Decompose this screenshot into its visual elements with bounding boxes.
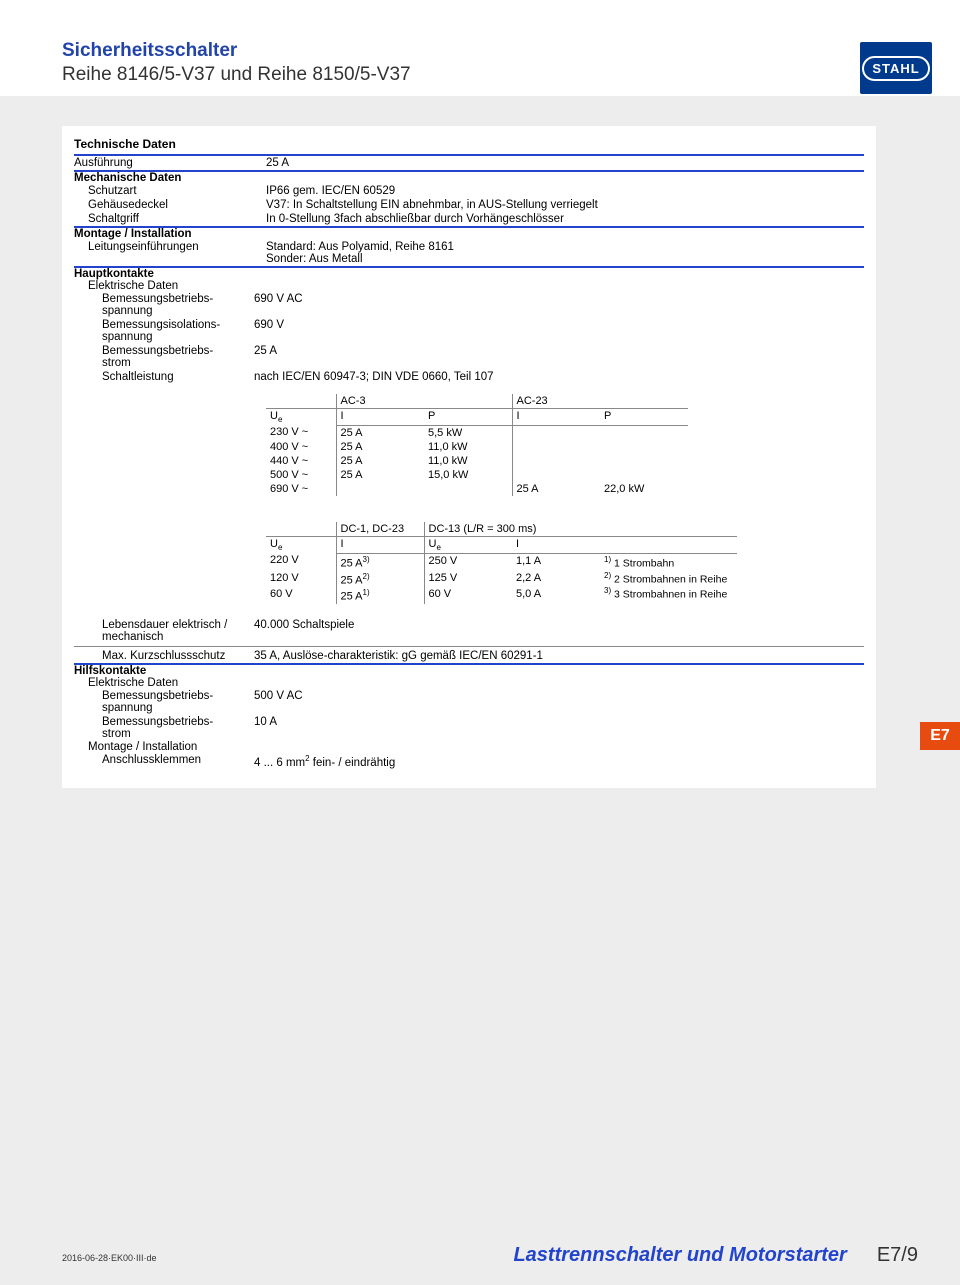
header: Sicherheitsschalter Reihe 8146/5-V37 und… — [0, 0, 960, 96]
label-gehaeusedeckel: Gehäusedeckel — [74, 199, 266, 211]
section-technische-daten: Technische Daten — [74, 134, 864, 154]
label-leitungseinfuehrungen: Leitungseinführungen — [74, 241, 266, 265]
dc-col-ue2: Ue — [424, 536, 512, 553]
value-bemess-strom: 25 A — [254, 345, 864, 369]
table-row: 500 V ~25 A15,0 kW — [266, 468, 688, 482]
table-row: 400 V ~25 A11,0 kW — [266, 440, 688, 454]
value-ausfuehrung: 25 A — [266, 157, 864, 169]
doc-title: Sicherheitsschalter — [62, 40, 920, 62]
section-montage: Montage / Installation — [74, 228, 266, 240]
dc-col-i2: I — [512, 536, 600, 553]
brand-logo: STAHL — [860, 42, 932, 94]
section-hauptkontakte: Hauptkontakte — [74, 268, 266, 280]
ac-col-p2: P — [600, 409, 688, 426]
page: Sicherheitsschalter Reihe 8146/5-V37 und… — [0, 0, 960, 1285]
value-leitung-l2: Sonder: Aus Metall — [266, 253, 363, 265]
footer-page-number: E7/9 — [877, 1244, 918, 1267]
subsection-hilfs-elek: Elektrische Daten — [74, 677, 266, 689]
subsection-hilfs-montage: Montage / Installation — [74, 741, 266, 753]
label-iso-spannung: Bemessungsisolations-spannung — [74, 319, 254, 343]
brand-logo-text: STAHL — [862, 56, 929, 81]
ac-col-i1: I — [336, 409, 424, 426]
section-mechanische-daten: Mechanische Daten — [74, 172, 266, 184]
footer: 2016-06-28·EK00·III·de Lasttrennschalter… — [0, 1244, 960, 1267]
label-schutzart: Schutzart — [74, 185, 266, 197]
value-bemess-spannung: 690 V AC — [254, 293, 864, 317]
ac-col-i2: I — [512, 409, 600, 426]
footer-category: Lasttrennschalter und Motorstarter — [513, 1244, 846, 1267]
value-lebensdauer: 40.000 Schaltspiele — [254, 619, 864, 643]
value-schutzart: IP66 gem. IEC/EN 60529 — [266, 185, 864, 197]
dc-table: DC-1, DC-23 DC-13 (L/R = 300 ms) Ue I Ue… — [266, 522, 864, 604]
label-klemmen: Anschlussklemmen — [74, 754, 254, 769]
value-schaltgriff: In 0-Stellung 3fach abschließbar durch V… — [266, 213, 864, 225]
doc-subtitle: Reihe 8146/5-V37 und Reihe 8150/5-V37 — [62, 64, 920, 86]
label-hilfs-strom: Bemessungsbetriebs-strom — [74, 716, 254, 740]
label-hilfs-spannung: Bemessungsbetriebs-spannung — [74, 690, 254, 714]
label-schaltleistung: Schaltleistung — [74, 371, 254, 383]
label-ausfuehrung: Ausführung — [74, 157, 266, 169]
value-schaltleistung: nach IEC/EN 60947-3; DIN VDE 0660, Teil … — [254, 371, 864, 383]
value-iso-spannung: 690 V — [254, 319, 864, 343]
value-leitungseinfuehrungen: Standard: Aus Polyamid, Reihe 8161 Sonde… — [266, 241, 864, 265]
label-kurzschluss: Max. Kurzschlussschutz — [74, 650, 254, 662]
ac-col-ac23: AC-23 — [512, 394, 600, 409]
dc-legend: 1) 1 Strombahn2) 2 Strombahnen in Reihe3… — [600, 553, 737, 603]
ac-col-p1: P — [424, 409, 512, 426]
subsection-elektrische-daten: Elektrische Daten — [74, 280, 266, 292]
ac-col-ue: Ue — [266, 409, 336, 426]
divider-thin — [74, 646, 864, 647]
dc-col-dc1: DC-1, DC-23 — [336, 522, 424, 537]
label-schaltgriff: Schaltgriff — [74, 213, 266, 225]
dc-col-i1: I — [336, 536, 424, 553]
label-lebensdauer: Lebensdauer elektrisch /mechanisch — [74, 619, 254, 643]
table-row: 690 V ~25 A22,0 kW — [266, 482, 688, 496]
value-klemmen: 4 ... 6 mm2 fein- / eindrähtig — [254, 754, 864, 769]
value-kurzschluss: 35 A, Auslöse-charakteristik: gG gemäß I… — [254, 650, 864, 662]
section-tab: E7 — [920, 722, 960, 750]
dc-col-dc13: DC-13 (L/R = 300 ms) — [424, 522, 600, 537]
table-row: 230 V ~25 A5,5 kW — [266, 425, 688, 440]
table-row: 220 V25 A3)250 V1,1 A1) 1 Strombahn2) 2 … — [266, 553, 737, 570]
footer-doc-id: 2016-06-28·EK00·III·de — [62, 1253, 513, 1263]
value-leitung-l1: Standard: Aus Polyamid, Reihe 8161 — [266, 241, 454, 253]
label-bemess-spannung: Bemessungsbetriebs-spannung — [74, 293, 254, 317]
content-panel: Technische Daten Ausführung 25 A Mechani… — [62, 126, 876, 788]
table-row: 440 V ~25 A11,0 kW — [266, 454, 688, 468]
value-gehaeusedeckel: V37: In Schaltstellung EIN abnehmbar, in… — [266, 199, 864, 211]
value-hilfs-spannung: 500 V AC — [254, 690, 864, 714]
ac-col-ac3: AC-3 — [336, 394, 424, 409]
ac-table: AC-3 AC-23 Ue I P I P 230 V ~25 A5,5 kW4… — [266, 394, 864, 496]
label-bemess-strom: Bemessungsbetriebs-strom — [74, 345, 254, 369]
value-hilfs-strom: 10 A — [254, 716, 864, 740]
section-hilfskontakte: Hilfskontakte — [74, 665, 266, 677]
dc-col-ue1: Ue — [266, 536, 336, 553]
